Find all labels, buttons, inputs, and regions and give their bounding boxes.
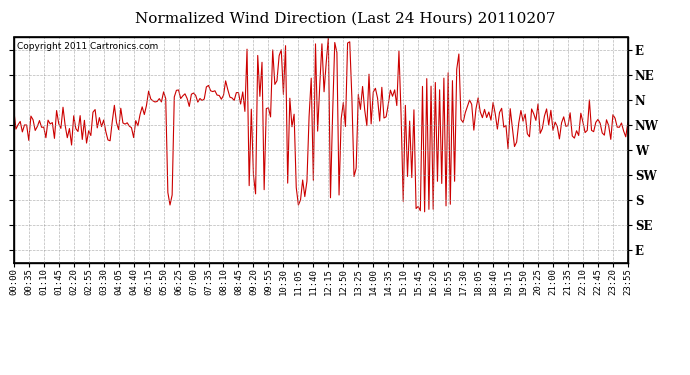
Text: Copyright 2011 Cartronics.com: Copyright 2011 Cartronics.com (17, 42, 158, 51)
Text: Normalized Wind Direction (Last 24 Hours) 20110207: Normalized Wind Direction (Last 24 Hours… (135, 11, 555, 25)
